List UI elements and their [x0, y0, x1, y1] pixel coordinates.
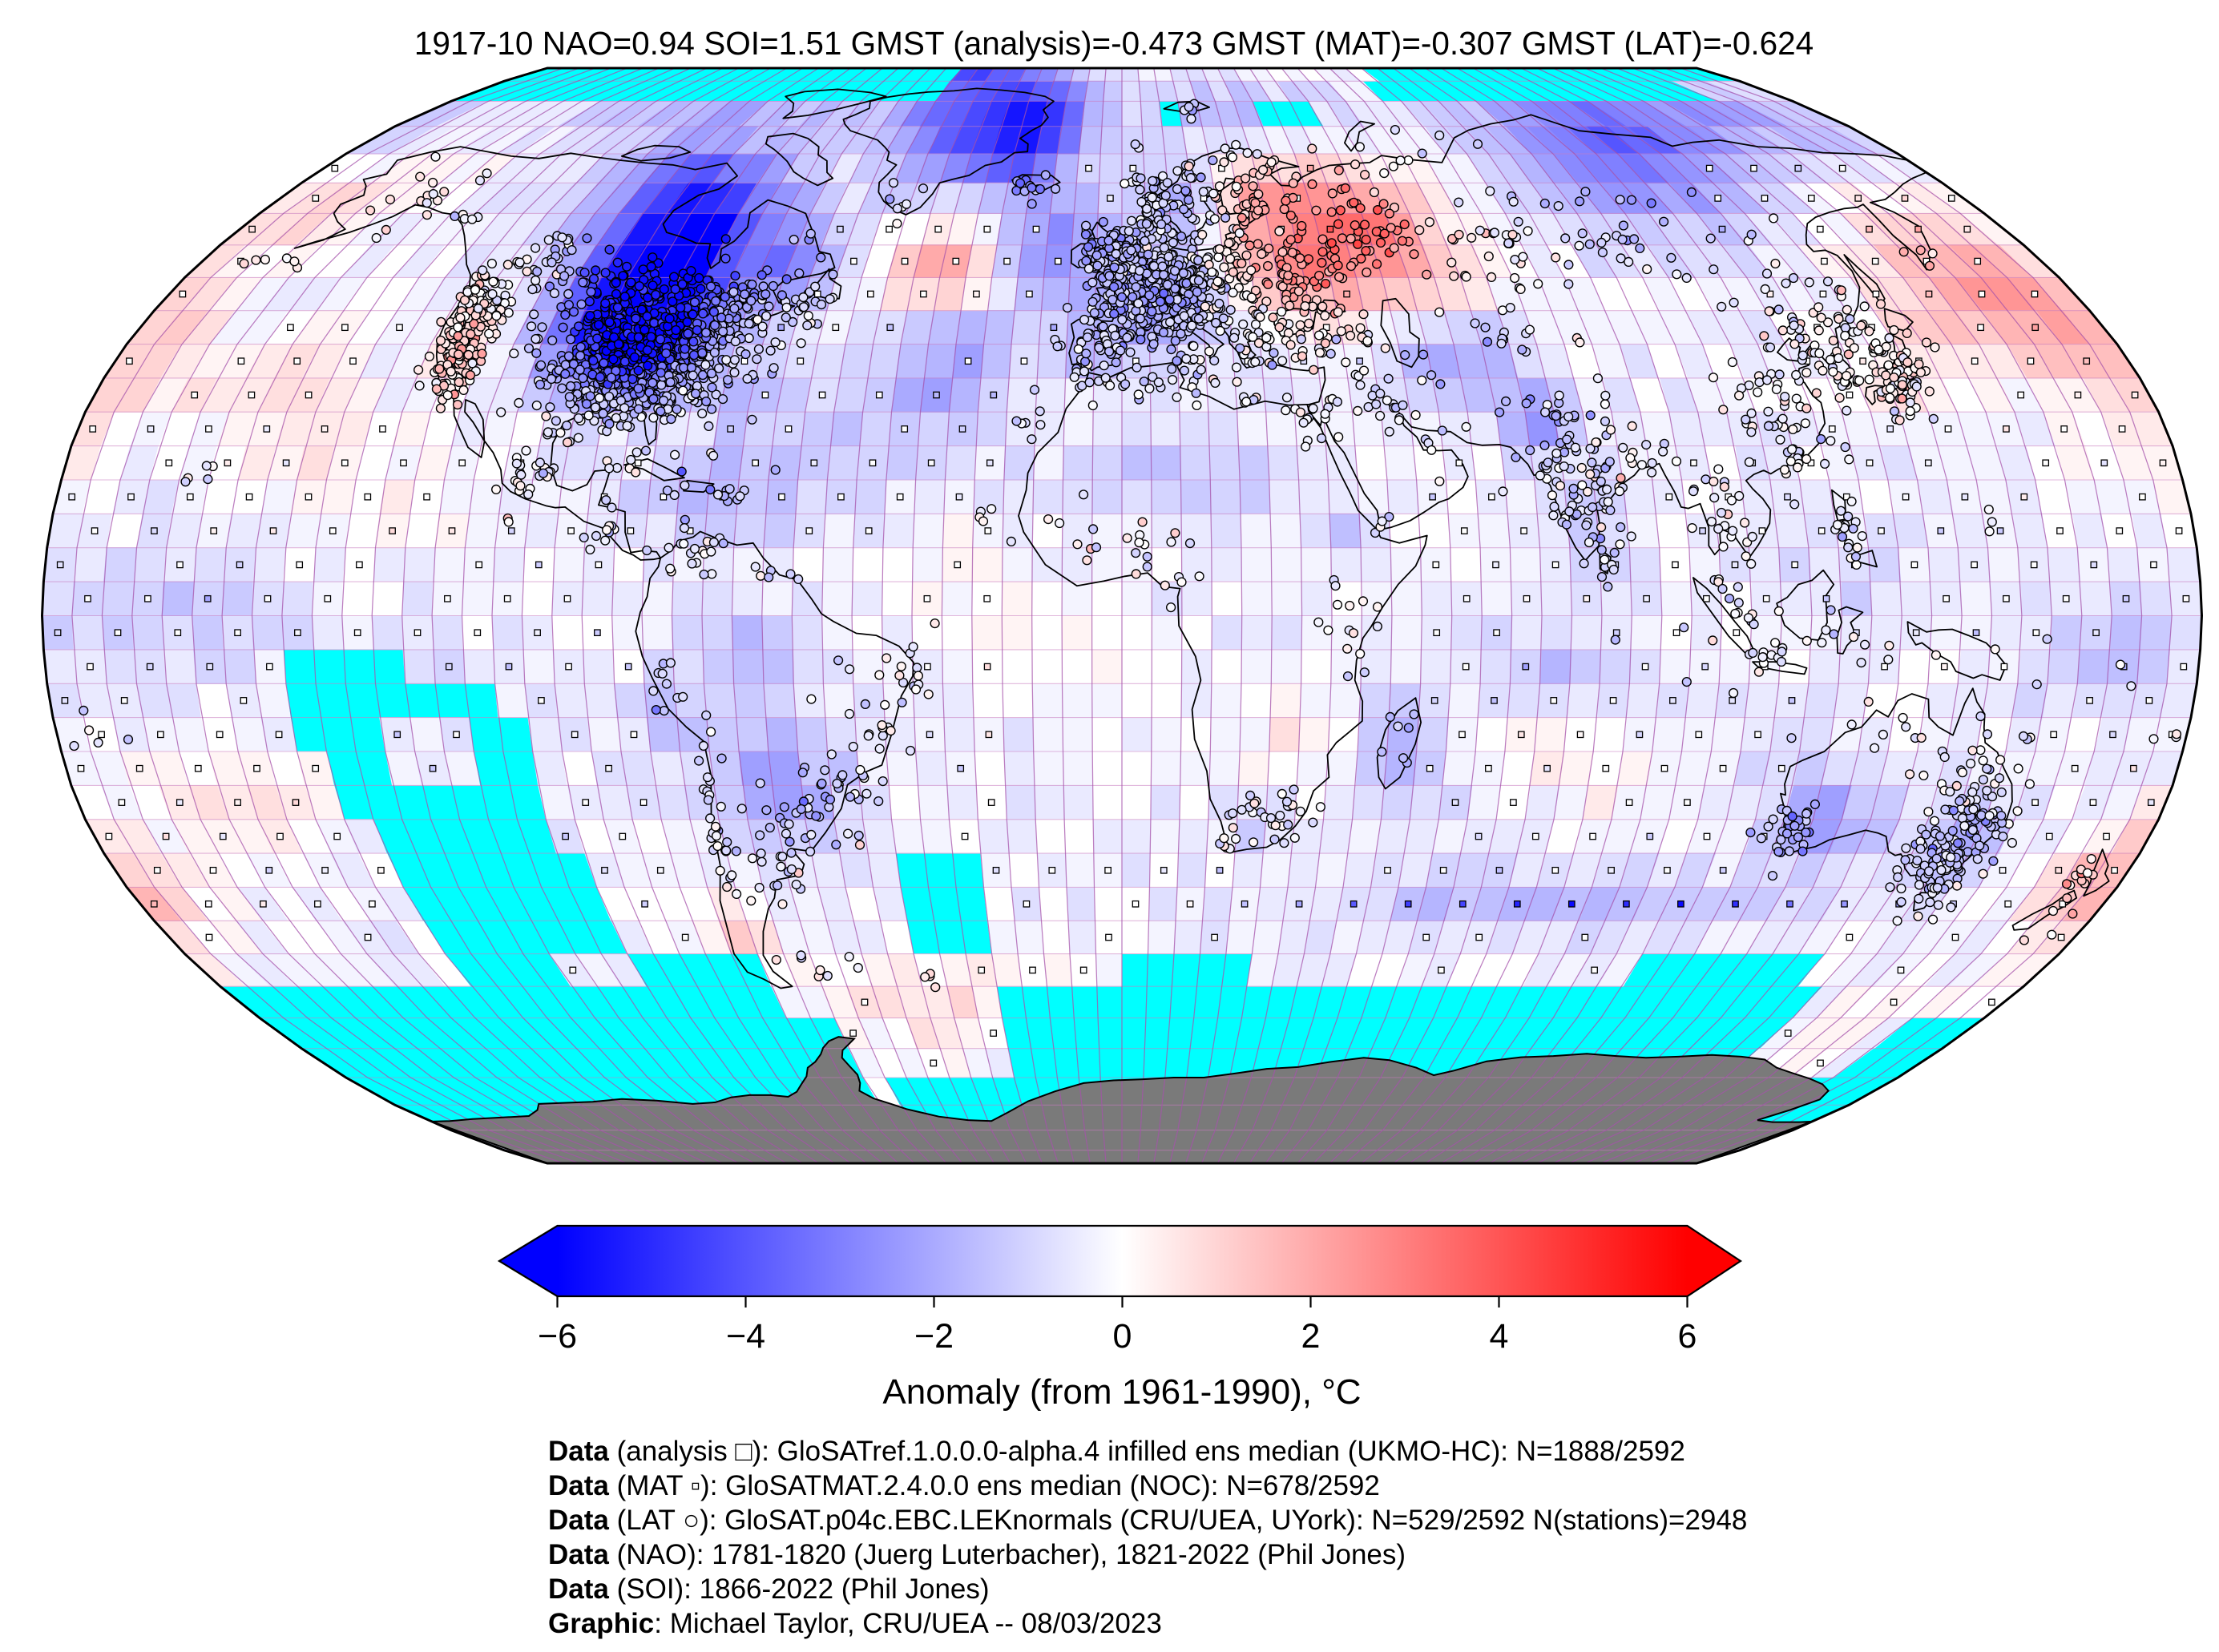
svg-text:6: 6 [1678, 1317, 1697, 1356]
svg-text:−2: −2 [914, 1317, 954, 1356]
svg-text:Graphic: Michael Taylor, CRU/U: Graphic: Michael Taylor, CRU/UEA -- 08/0… [548, 1608, 1162, 1639]
svg-text:Data (SOI): 1866-2022 (Phil Jo: Data (SOI): 1866-2022 (Phil Jones) [548, 1573, 990, 1605]
svg-text:1917-10 NAO=0.94 SOI=1.51 GMST: 1917-10 NAO=0.94 SOI=1.51 GMST (analysis… [414, 25, 1814, 62]
svg-text:−4: −4 [726, 1317, 765, 1356]
svg-text:Data (LAT ○): GloSAT.p04c.EBC.: Data (LAT ○): GloSAT.p04c.EBC.LEKnormals… [548, 1505, 1747, 1536]
svg-text:−6: −6 [538, 1317, 577, 1356]
svg-text:Data (NAO): 1781-1820 (Juerg L: Data (NAO): 1781-1820 (Juerg Luterbacher… [548, 1539, 1406, 1570]
svg-text:Data (analysis □): GloSATref.1: Data (analysis □): GloSATref.1.0.0.0-alp… [548, 1436, 1685, 1467]
svg-text:Anomaly (from 1961-1990), °C: Anomaly (from 1961-1990), °C [882, 1372, 1361, 1412]
svg-text:4: 4 [1490, 1317, 1509, 1356]
svg-text:0: 0 [1113, 1317, 1132, 1356]
svg-text:2: 2 [1301, 1317, 1321, 1356]
svg-text:Data (MAT ▫): GloSATMAT.2.4.0.: Data (MAT ▫): GloSATMAT.2.4.0.0 ens medi… [548, 1470, 1380, 1501]
